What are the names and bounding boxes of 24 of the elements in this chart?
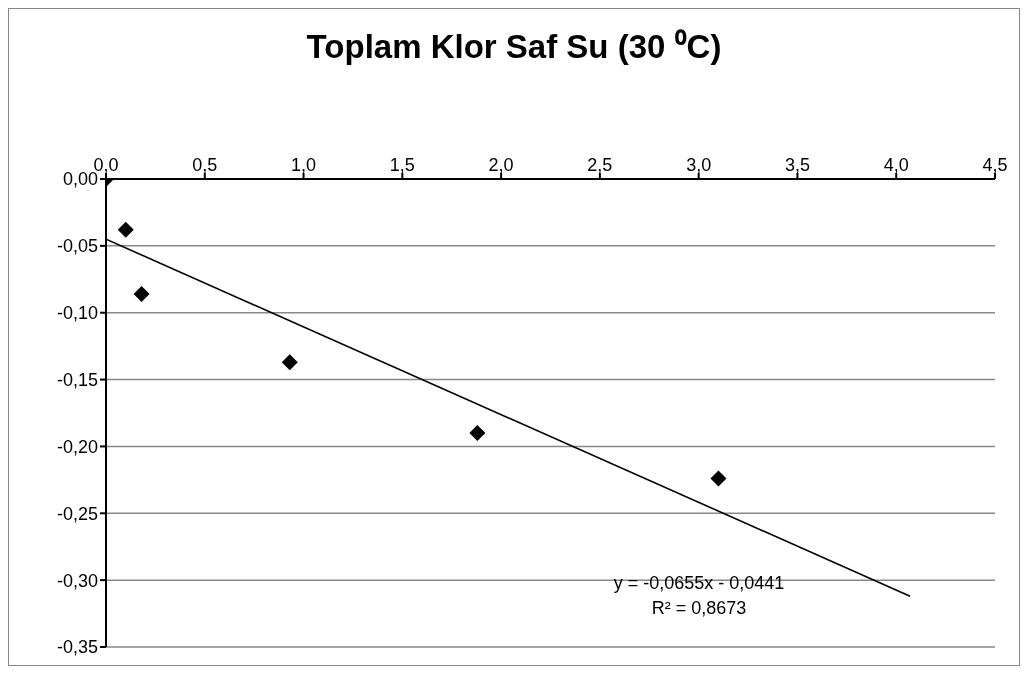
annotation: y = -0,0655x - 0,0441 [612,572,786,595]
y-tick-label: -0,05 [56,236,98,257]
y-tick-label: -0,10 [56,303,98,324]
y-tick-label: -0,30 [56,570,98,591]
x-tick-label: 2,5 [587,155,613,175]
point [281,354,298,371]
x-tick-label: 3,5 [784,155,810,175]
chart-title: Toplam Klor Saf Su (30 ⁰C) [305,27,723,67]
x-tick-label: 1,0 [291,155,317,175]
x-tick-label: 1,5 [389,155,415,175]
y-tick-label: -0,25 [56,503,98,524]
y-tick-label: -0,20 [56,436,98,457]
x-tick-label: 3,0 [686,155,712,175]
point [133,285,150,302]
point [469,425,486,442]
annotation: R² = 0,8673 [650,597,748,620]
x-tick-label: 0,5 [192,155,218,175]
x-tick-label: 4,0 [883,155,909,175]
y-tick-label: -0,35 [56,637,98,658]
point [117,221,134,238]
y-tick-label: -0,15 [56,369,98,390]
point [710,470,727,487]
x-tick-label: 2,0 [488,155,514,175]
x-tick-label: 4,5 [982,155,1008,175]
